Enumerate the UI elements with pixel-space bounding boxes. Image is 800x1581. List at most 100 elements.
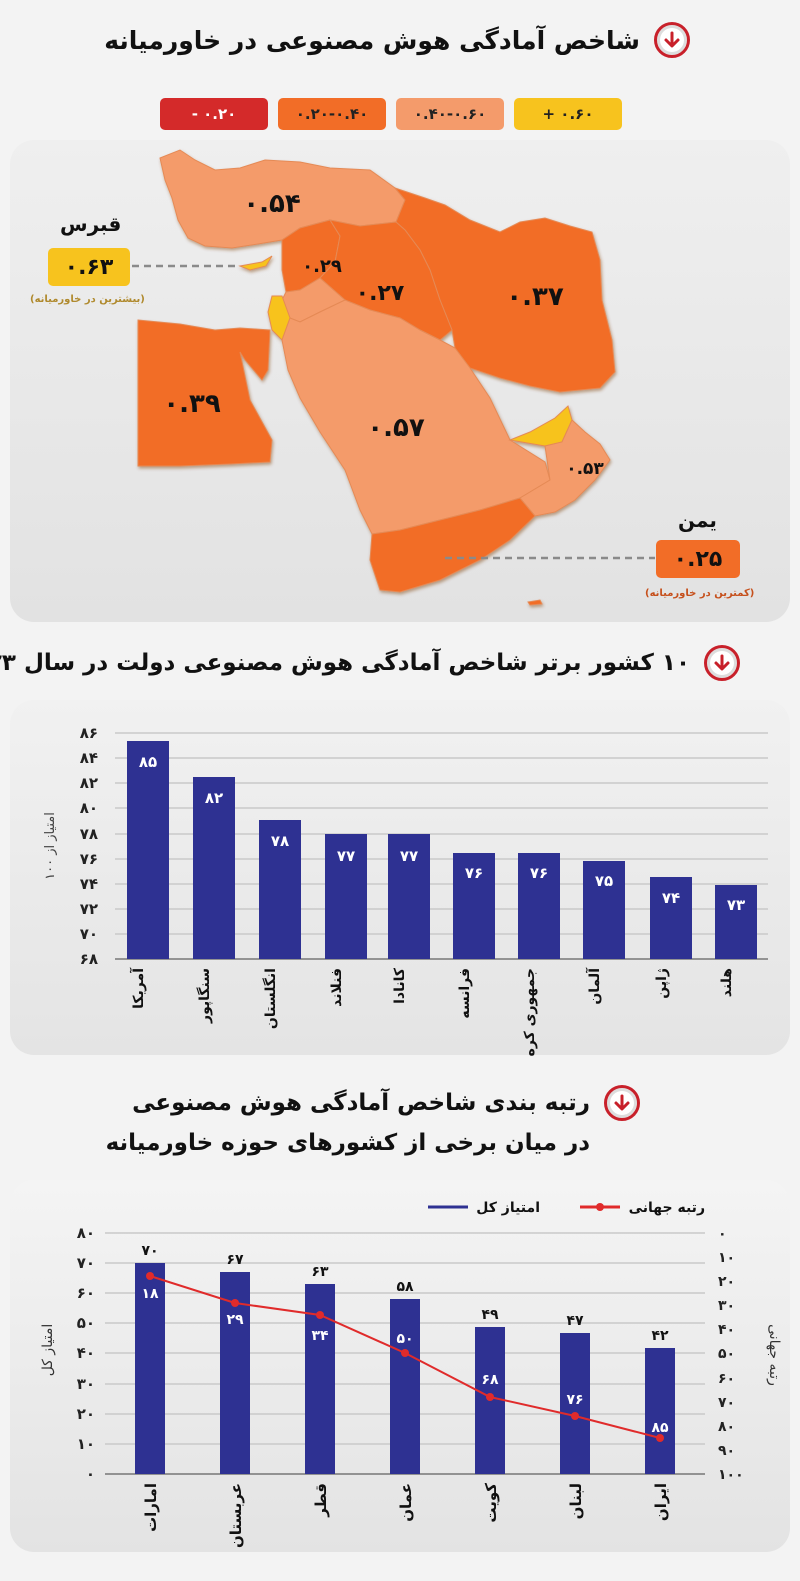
svg-text:۴۹: ۴۹ — [481, 1307, 499, 1323]
iran-value: ۰.۳۷ — [506, 282, 564, 312]
top10-x-labels: آمریکا سنگاپور انگلستان فنلاند کانادا فر… — [129, 967, 735, 1057]
top10-bar-chart: ۸۶ ۸۴ ۸۲ ۸۰ ۷۸ ۷۶ ۷۴ ۷۲ ۷۰ ۶۸ امتیاز از … — [43, 724, 768, 1057]
top10-y-axis-label: امتیاز از ۱۰۰ — [43, 812, 58, 880]
legend-label: ۰.۴۰-۰.۶۰ — [413, 105, 487, 123]
svg-text:هلند: هلند — [719, 968, 735, 997]
bar-uae — [135, 1263, 165, 1474]
bar-usa — [127, 741, 169, 959]
bar-singapore — [193, 777, 235, 959]
ranking-title-line1: رتبه بندی شاخص آمادگی هوش مصنوعی — [132, 1090, 590, 1116]
svg-text:۱۰۰: ۱۰۰ — [718, 1467, 744, 1483]
ranking-section-title-line1: رتبه بندی شاخص آمادگی هوش مصنوعی — [132, 1085, 640, 1121]
yemen-name: یمن — [678, 508, 717, 532]
map-title-text: شاخص آمادگی هوش مصنوعی در خاورمیانه — [104, 25, 640, 55]
svg-text:۷۲: ۷۲ — [80, 900, 98, 918]
svg-text:قطر: قطر — [312, 1483, 330, 1518]
yemen-note: (کمترین در خاورمیانه) — [645, 588, 755, 599]
svg-text:ژاپن: ژاپن — [654, 968, 670, 999]
svg-text:۷۴: ۷۴ — [662, 889, 680, 907]
svg-text:ایران: ایران — [652, 1483, 670, 1521]
svg-text:۵۸: ۵۸ — [396, 1279, 414, 1295]
yemen-value-badge: ۰.۲۵ — [656, 540, 740, 578]
svg-text:۷۵: ۷۵ — [595, 872, 613, 890]
svg-text:جمهوری کره: جمهوری کره — [522, 968, 538, 1056]
bar-japan — [650, 877, 692, 959]
bar-france — [453, 853, 495, 959]
svg-text:۶۰: ۶۰ — [77, 1284, 95, 1302]
cyprus-name: قبرس — [60, 212, 122, 236]
svg-text:سنگاپور: سنگاپور — [196, 968, 213, 1024]
svg-text:۸۰: ۸۰ — [80, 799, 98, 817]
yemen-value: ۰.۲۵ — [673, 546, 723, 572]
egypt-region — [137, 319, 273, 467]
svg-text:۵۰: ۵۰ — [396, 1331, 413, 1347]
svg-text:۸۰: ۸۰ — [77, 1224, 95, 1242]
ranking-section-title-line2: در میان برخی از کشورهای حوزه خاورمیانه — [106, 1130, 590, 1156]
top10-title-text: ۱۰ کشور برتر شاخص آمادگی هوش مصنوعی دولت… — [0, 650, 690, 676]
svg-text:عربستان: عربستان — [227, 1483, 245, 1548]
svg-text:۸۴: ۸۴ — [80, 749, 98, 767]
svg-text:۶۸: ۶۸ — [80, 950, 98, 968]
bar-netherlands — [715, 885, 757, 959]
svg-text:۵۰: ۵۰ — [77, 1314, 95, 1332]
ranking-left-axis-label: امتیاز کل — [40, 1324, 56, 1377]
ranking-x-labels: امارات عربستان قطر عمان کویت لبنان ایران — [142, 1483, 670, 1548]
bar-korea — [518, 853, 560, 959]
bar-canada — [388, 834, 430, 959]
svg-text:۱۸: ۱۸ — [141, 1286, 159, 1302]
ranking-title-line2: در میان برخی از کشورهای حوزه خاورمیانه — [105, 1130, 590, 1156]
legend-label: + ۰.۶۰ — [542, 105, 594, 123]
middle-east-map: ۰.۵۴ ۰.۲۹ ۰.۲۷ ۰.۳۷ ۰.۳۹ ۰.۵۷ ۰.۵۳ — [132, 149, 655, 606]
svg-text:۸۲: ۸۲ — [80, 774, 98, 792]
bar-finland — [325, 834, 367, 959]
svg-text:۷۸: ۷۸ — [80, 825, 98, 843]
svg-text:۷۶: ۷۶ — [530, 864, 548, 882]
svg-text:آلمان: آلمان — [585, 967, 603, 1005]
yemen-region — [369, 497, 536, 593]
svg-text:۳۰: ۳۰ — [77, 1375, 95, 1393]
svg-text:۳۴: ۳۴ — [311, 1328, 329, 1344]
cyprus-note: (بیشترین در خاورمیانه) — [30, 294, 145, 305]
svg-text:۴۰: ۴۰ — [77, 1344, 95, 1362]
svg-text:۷۸: ۷۸ — [271, 832, 289, 850]
legend-lt-020: - ۰.۲۰ — [160, 98, 268, 130]
legend-040-060: ۰.۴۰-۰.۶۰ — [396, 98, 504, 130]
bar-lebanon — [560, 1333, 590, 1474]
svg-text:۷۶: ۷۶ — [566, 1392, 583, 1408]
cyprus-region — [238, 255, 273, 271]
svg-text:۷۶: ۷۶ — [465, 864, 483, 882]
svg-text:۳۰: ۳۰ — [718, 1298, 735, 1314]
ranking-legend: رتبه جهانی امتیاز کل — [428, 1200, 705, 1216]
ranking-right-axis-label: رتبه جهانی — [766, 1324, 782, 1386]
saudi-value: ۰.۵۷ — [367, 413, 425, 443]
svg-text:۰: ۰ — [86, 1465, 95, 1483]
top10-y-ticks: ۸۶ ۸۴ ۸۲ ۸۰ ۷۸ ۷۶ ۷۴ ۷۲ ۷۰ ۶۸ — [80, 724, 98, 968]
bar-germany — [583, 861, 625, 959]
map-section-title: شاخص آمادگی هوش مصنوعی در خاورمیانه — [104, 22, 690, 58]
egypt-value: ۰.۳۹ — [163, 389, 221, 419]
legend-label: ۰.۲۰-۰.۴۰ — [295, 105, 369, 123]
svg-text:۶۰: ۶۰ — [718, 1371, 735, 1387]
svg-text:۴۷: ۴۷ — [566, 1313, 584, 1329]
svg-text:۸۲: ۸۲ — [205, 789, 223, 807]
legend-020-040: ۰.۲۰-۰.۴۰ — [278, 98, 386, 130]
svg-text:لبنان: لبنان — [567, 1483, 585, 1519]
legend-rank-label: رتبه جهانی — [629, 1200, 705, 1216]
svg-text:۷۷: ۷۷ — [337, 847, 355, 865]
svg-text:۱۰: ۱۰ — [718, 1250, 735, 1266]
top10-section-title: ۱۰ کشور برتر شاخص آمادگی هوش مصنوعی دولت… — [0, 645, 740, 681]
svg-text:۶۳: ۶۳ — [311, 1264, 329, 1280]
svg-text:۷۶: ۷۶ — [80, 850, 98, 868]
oman-value: ۰.۵۳ — [566, 459, 604, 479]
down-arrow-icon — [704, 645, 740, 681]
svg-text:۷۰: ۷۰ — [80, 925, 98, 943]
svg-text:۵۰: ۵۰ — [718, 1346, 735, 1362]
down-arrow-icon — [654, 22, 690, 58]
svg-text:۲۹: ۲۹ — [226, 1312, 244, 1328]
turkey-value: ۰.۵۴ — [243, 189, 300, 219]
svg-text:فرانسه: فرانسه — [457, 968, 473, 1019]
legend-gt-060: + ۰.۶۰ — [514, 98, 622, 130]
legend-score-label: امتیاز کل — [476, 1200, 540, 1216]
